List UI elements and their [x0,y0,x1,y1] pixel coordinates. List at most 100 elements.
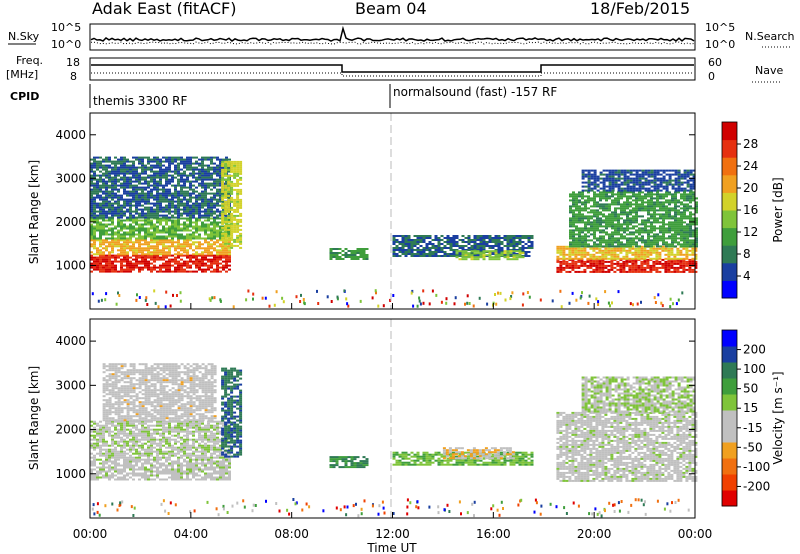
power-cell-r7 [512,254,516,257]
power-cell-r11 [662,181,666,184]
power-cell-r1 [129,241,132,244]
power-cell-r10 [569,219,572,222]
power-cell-r10 [611,231,614,234]
power-cell-r3 [123,172,126,175]
power-cell-r4 [221,184,225,187]
power-cell-r3 [105,200,108,203]
power-cell-r6 [392,253,396,255]
power-cell-r3 [99,204,102,207]
power-cell-r3 [144,198,147,201]
power-cell-r10 [623,209,626,212]
power-cell-r2 [201,229,204,232]
power-cell-r1 [162,253,165,256]
power-cell-r10 [620,203,623,206]
power-speckle [640,300,642,304]
power-cell-r10 [641,219,644,222]
power-cell-r3 [162,170,165,173]
power-cell-r8 [673,260,677,263]
power-cell-r3 [141,212,144,215]
power-cell-r3 [141,156,144,159]
power-speckle [418,299,421,303]
power-cell-r3 [159,172,162,175]
power-cell-r8 [559,264,563,267]
power-cell-r11 [674,179,678,182]
power-cell-r0 [102,260,105,263]
power-cell-r3 [132,188,135,191]
power-cell-r2 [180,217,183,220]
power-cell-r0 [150,266,153,269]
power-cell-r10 [581,191,584,194]
power-cell-r6 [452,251,456,253]
power-cell-r10 [686,227,689,230]
power-cell-r3 [195,178,198,181]
power-y-label: Slant Range [km] [27,160,41,264]
power-cell-r5 [350,254,354,256]
power-cell-r3 [117,196,120,199]
power-cell-r2 [147,223,150,226]
power-cell-r3 [90,210,93,213]
power-cell-r10 [620,225,623,228]
power-cell-r10 [662,227,665,230]
power-cell-r6 [455,235,459,237]
power-cell-r6 [467,243,471,245]
power-cell-r3 [186,156,189,159]
power-cell-r3 [162,160,165,163]
power-cell-r4 [230,200,234,203]
power-cell-r3 [105,174,108,177]
power-cell-r3 [177,184,180,187]
power-cell-r3 [189,156,192,159]
power-cell-r10 [614,225,617,228]
power-cell-r8 [643,268,647,271]
power-cell-r5 [350,250,354,252]
power-cell-r11 [620,171,624,174]
power-cell-r10 [581,203,584,206]
power-cell-r10 [674,223,677,226]
power-cell-r10 [593,205,596,208]
power-cell-r3 [99,214,102,217]
power-cell-r10 [668,199,671,202]
power-cell-r0 [114,264,117,267]
power-cell-r10 [605,231,608,234]
power-cell-r2 [210,237,213,240]
power-cell-r10 [626,217,629,220]
power-speckle [581,291,583,295]
power-cell-r10 [605,195,608,198]
power-cell-r0 [147,256,150,259]
power-cell-r3 [120,198,123,201]
power-cell-r8 [604,266,608,269]
power-colorbar-swatch [722,192,737,211]
power-cell-r11 [599,171,603,174]
power-cell-r4 [227,168,231,171]
power-cell-r7 [458,258,462,261]
power-cell-r8 [637,258,641,261]
power-cell-r6 [392,241,396,243]
power-cell-r6 [524,251,528,253]
power-cell-r11 [677,171,681,174]
power-cell-r0 [93,258,96,261]
power-cell-r1 [162,249,165,252]
power-cell-r2 [186,227,189,230]
power-cell-r10 [632,199,635,202]
power-cell-r1 [126,241,129,244]
power-cell-r10 [662,219,665,222]
power-cell-r8 [571,264,575,267]
power-cell-r4 [227,200,231,203]
power-cell-r3 [171,180,174,183]
power-cell-r3 [183,210,186,213]
power-cell-r10 [671,237,674,240]
power-speckle [316,289,318,293]
power-cell-r11 [611,173,615,176]
power-cell-r10 [692,217,695,220]
power-cell-r3 [105,210,108,213]
power-cell-r10 [656,195,659,198]
power-cell-r10 [611,241,614,244]
power-cell-r10 [635,217,638,220]
power-cell-r10 [614,203,617,206]
power-cell-r6 [455,241,459,243]
power-cell-r1 [99,249,102,252]
power-cell-r10 [659,205,662,208]
power-cell-r11 [608,173,612,176]
power-cell-r1 [138,243,141,246]
power-cell-r11 [623,175,627,178]
power-cell-r6 [500,241,504,243]
